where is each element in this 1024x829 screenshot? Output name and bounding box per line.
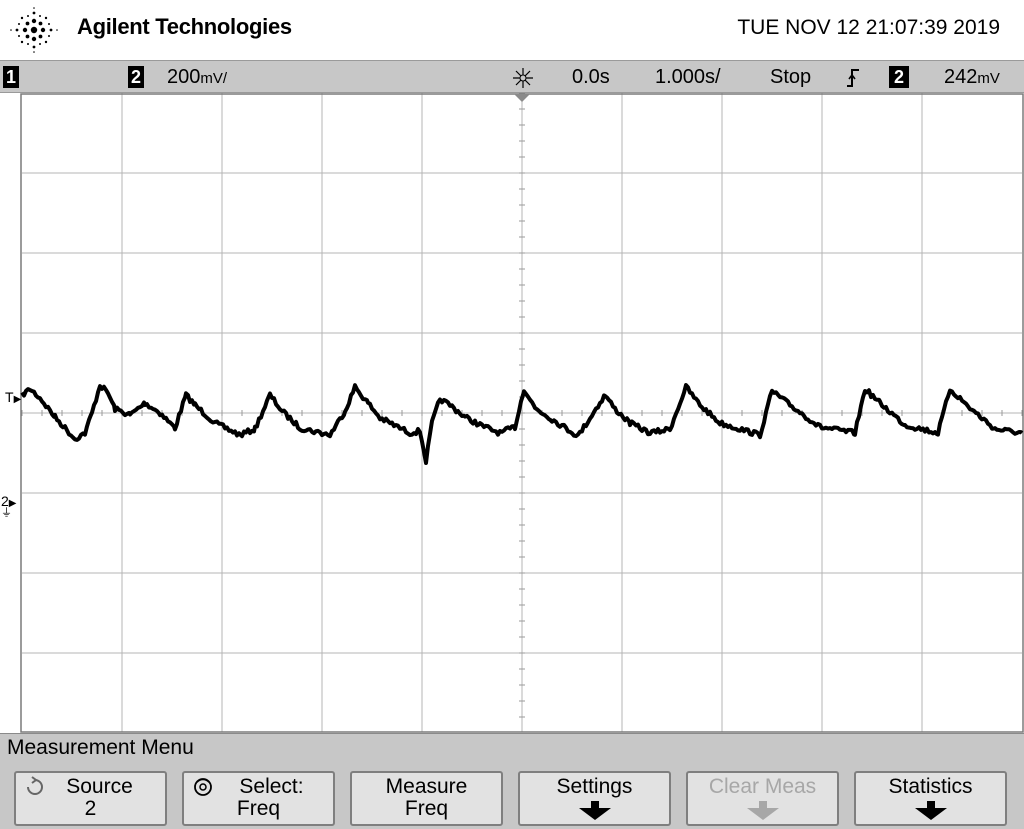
select-softkey[interactable]: Select: Freq xyxy=(182,771,335,826)
softkey-value: Freq xyxy=(236,797,281,820)
waveform-display[interactable]: T▶ 2▶ ⏚ xyxy=(0,93,1024,733)
softkey-label: Measure xyxy=(385,775,468,798)
trigger-level[interactable]: 242mV xyxy=(944,66,1000,88)
menu-title: Measurement Menu xyxy=(7,736,194,759)
channel2-indicator[interactable]: 2 xyxy=(128,66,144,88)
channel2-trace xyxy=(20,383,1024,465)
graticule xyxy=(20,93,1024,733)
trigger-time-marker xyxy=(514,94,530,102)
softkey-value: 2 xyxy=(84,797,97,820)
run-state[interactable]: Stop xyxy=(770,66,812,88)
softkey-value: Freq xyxy=(404,797,449,820)
agilent-spark-icon xyxy=(10,7,58,53)
measurement-menu: Measurement Menu Source 2 Select: Freq M… xyxy=(0,733,1024,829)
channel2-scale[interactable]: 200mV/ xyxy=(167,66,228,88)
measure-softkey[interactable]: Measure Freq xyxy=(350,771,503,826)
down-arrow-icon xyxy=(746,801,779,820)
trigger-source[interactable]: 2 xyxy=(889,66,909,88)
softkey-label: Select: xyxy=(239,775,304,798)
down-arrow-icon xyxy=(914,801,947,820)
softkey-label: Statistics xyxy=(888,775,973,798)
statistics-softkey[interactable]: Statistics xyxy=(854,771,1007,826)
timebase[interactable]: 1.000s/ xyxy=(655,66,721,88)
status-bar: 1 2 200mV/ 0.0s 1.000s/ Stop 2 242mV xyxy=(0,60,1024,93)
header: Agilent Technologies TUE NOV 12 21:07:39… xyxy=(0,0,1024,60)
brand-name: Agilent Technologies xyxy=(77,14,292,39)
clear-meas-softkey[interactable]: Clear Meas xyxy=(686,771,839,826)
down-arrow-icon xyxy=(578,801,611,820)
softkey-label: Clear Meas xyxy=(708,775,817,798)
trigger-level-marker: T▶ xyxy=(5,389,22,405)
rising-edge-icon xyxy=(847,69,859,87)
channel1-indicator[interactable]: 1 xyxy=(3,66,19,88)
source-softkey[interactable]: Source 2 xyxy=(14,771,167,826)
trigger-position-icon xyxy=(513,68,533,88)
channel2-ground-marker: 2▶ ⏚ xyxy=(1,493,17,519)
date-time: TUE NOV 12 21:07:39 2019 xyxy=(737,16,1000,39)
softkey-label: Source xyxy=(66,775,133,798)
settings-softkey[interactable]: Settings xyxy=(518,771,671,826)
softkey-label: Settings xyxy=(556,775,633,798)
trigger-position[interactable]: 0.0s xyxy=(572,66,610,88)
rotate-knob-icon xyxy=(194,778,212,796)
rotate-knob-icon xyxy=(27,776,43,795)
